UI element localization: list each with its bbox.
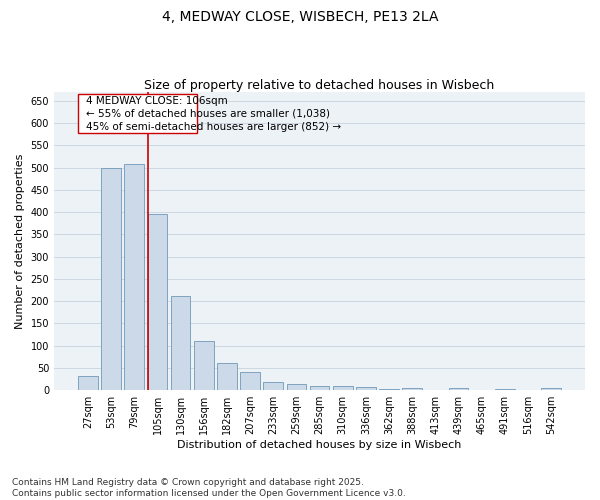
Bar [171,296,190,390]
Bar [78,376,98,390]
Title: Size of property relative to detached houses in Wisbech: Size of property relative to detached ho… [145,79,494,92]
Bar [495,389,515,390]
Bar [402,388,422,390]
Text: Contains HM Land Registry data © Crown copyright and database right 2025.
Contai: Contains HM Land Registry data © Crown c… [12,478,406,498]
Bar [101,168,121,390]
Bar [217,362,237,390]
Y-axis label: Number of detached properties: Number of detached properties [15,154,25,329]
FancyBboxPatch shape [77,94,197,133]
Bar [194,341,214,390]
Bar [148,214,167,390]
Bar [449,388,468,390]
Bar [333,386,353,390]
Bar [541,388,561,390]
Bar [124,164,144,390]
X-axis label: Distribution of detached houses by size in Wisbech: Distribution of detached houses by size … [178,440,462,450]
Bar [263,382,283,390]
Text: 4, MEDWAY CLOSE, WISBECH, PE13 2LA: 4, MEDWAY CLOSE, WISBECH, PE13 2LA [162,10,438,24]
Bar [287,384,306,390]
Bar [240,372,260,390]
Bar [310,386,329,390]
Bar [356,386,376,390]
Text: 4 MEDWAY CLOSE: 106sqm
← 55% of detached houses are smaller (1,038)
45% of semi-: 4 MEDWAY CLOSE: 106sqm ← 55% of detached… [86,96,341,132]
